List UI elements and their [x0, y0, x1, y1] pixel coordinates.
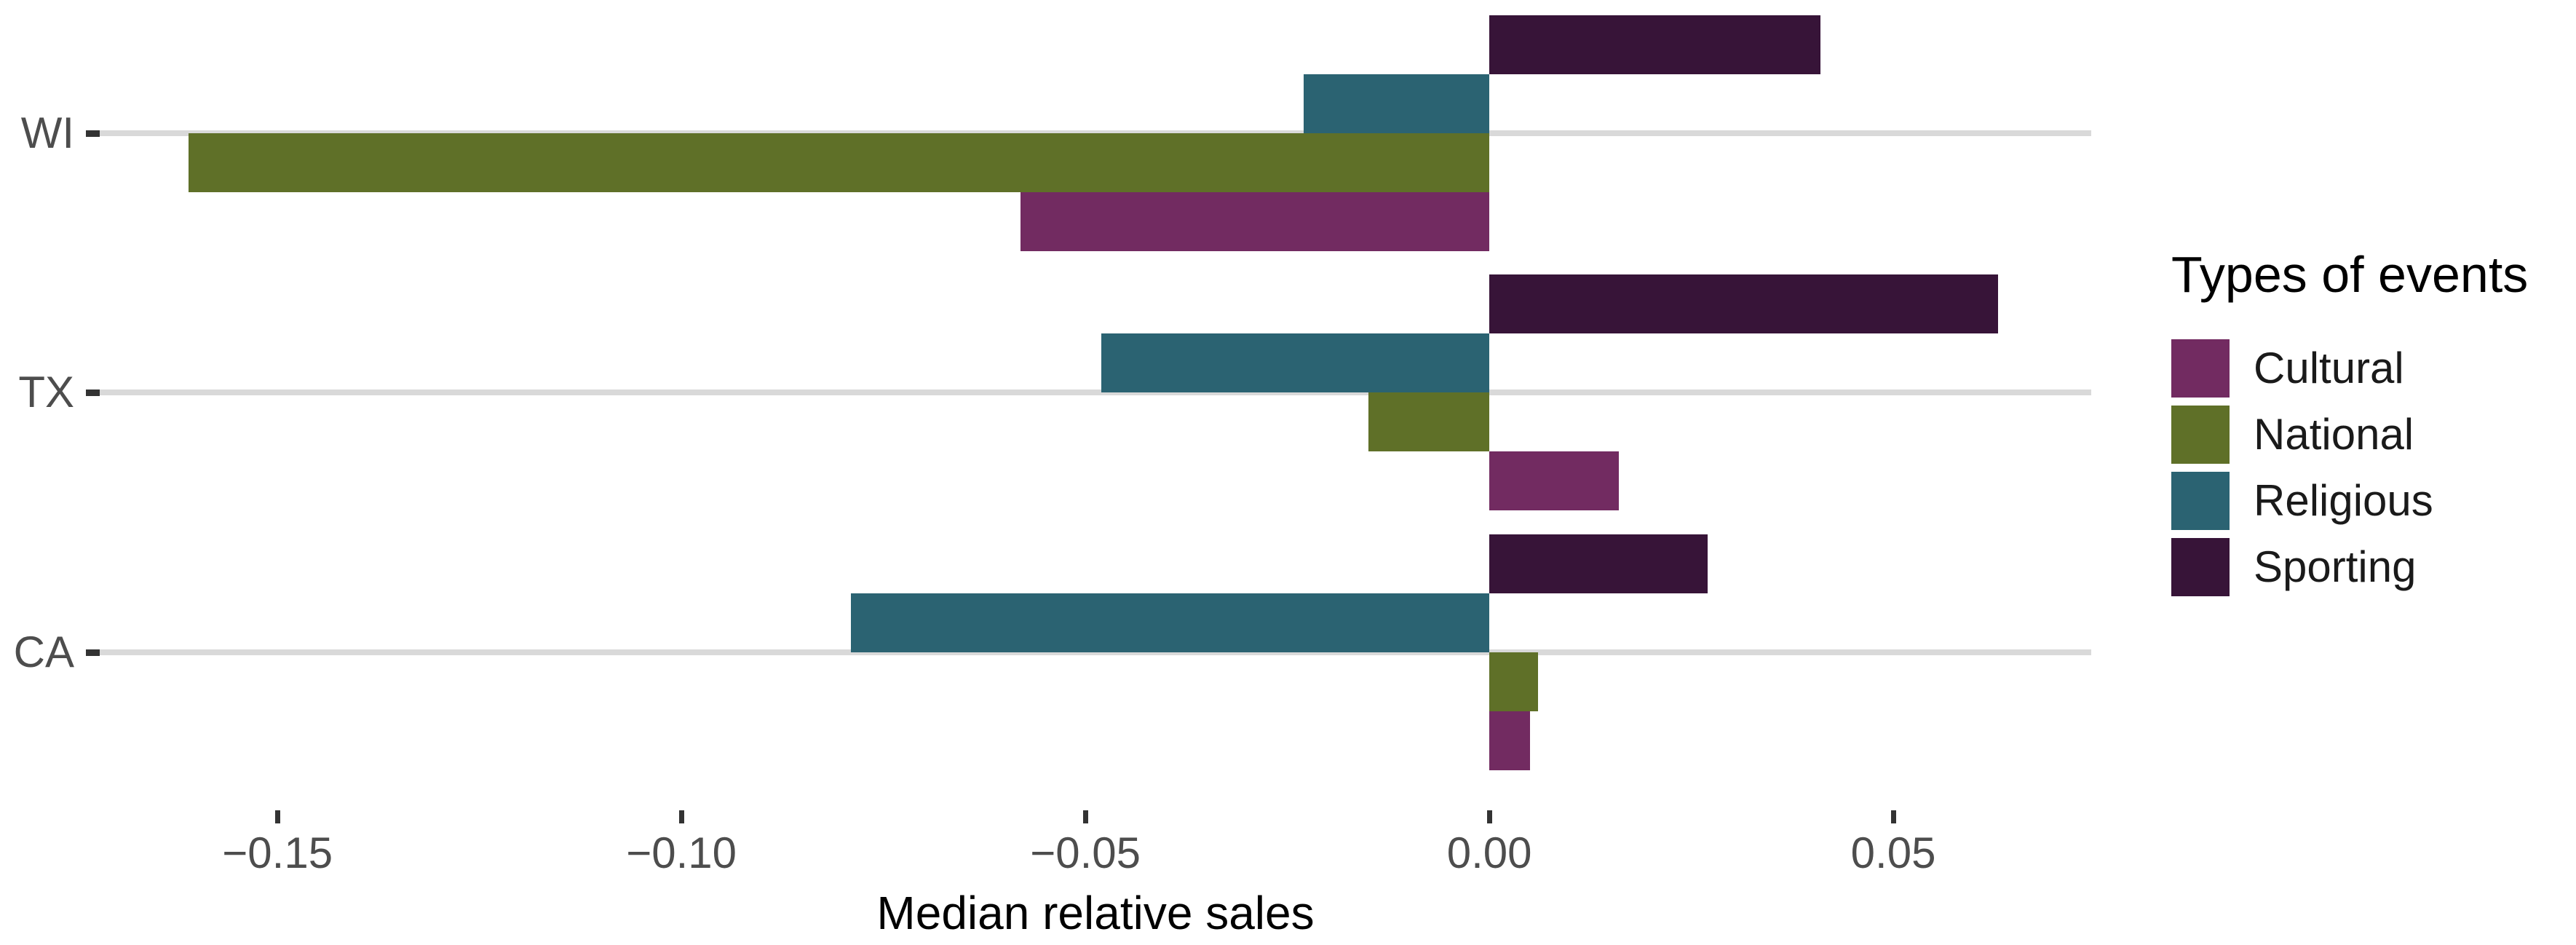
y-axis-label-wi: WI	[20, 108, 74, 157]
x-axis-tick-label-1: −0.10	[626, 829, 737, 877]
legend-label-national: National	[2254, 410, 2414, 459]
legend-item-cultural: Cultural	[2171, 339, 2528, 398]
legend-title: Types of events	[2171, 246, 2529, 303]
bar-tx-cultural	[1489, 451, 1619, 510]
x-axis-tick-1	[679, 810, 685, 823]
legend-label-cultural: Cultural	[2254, 344, 2404, 392]
x-axis-tick-label-0: −0.15	[222, 829, 333, 877]
bar-ca-religious	[851, 593, 1490, 652]
x-axis-tick-2	[1083, 810, 1089, 823]
x-axis-tick-label-3: 0.00	[1446, 829, 1532, 877]
bar-tx-national	[1368, 392, 1490, 451]
bar-ca-cultural	[1489, 711, 1530, 770]
legend-label-sporting: Sporting	[2254, 542, 2417, 591]
bar-ca-national	[1489, 652, 1538, 711]
bar-wi-religious	[1303, 74, 1490, 133]
legend-swatch-cultural	[2171, 339, 2230, 398]
bar-ca-sporting	[1489, 534, 1708, 593]
legend-item-religious: Religious	[2171, 472, 2528, 530]
gridline-ca	[100, 649, 2091, 655]
x-axis-tick-3	[1487, 810, 1493, 823]
legend-swatch-national	[2171, 406, 2230, 464]
legend-label-religious: Religious	[2254, 476, 2433, 525]
legend-swatch-sporting	[2171, 538, 2230, 596]
y-axis-tick-wi	[86, 130, 100, 137]
legend: Types of events Cultural National Religiou…	[2171, 248, 2528, 596]
x-axis-tick-label-4: 0.05	[1850, 829, 1936, 877]
legend-items: Cultural National Religious Sporting	[2171, 339, 2528, 596]
x-axis-title: Median relative sales	[876, 887, 1315, 939]
bar-tx-religious	[1101, 333, 1490, 392]
legend-item-national: National	[2171, 406, 2528, 464]
y-axis-label-ca: CA	[13, 628, 74, 676]
bar-wi-sporting	[1489, 15, 1821, 74]
y-axis-label-tx: TX	[18, 368, 74, 416]
bar-wi-cultural	[1021, 192, 1490, 251]
x-axis-tick-0	[275, 810, 281, 823]
y-axis-tick-tx	[86, 390, 100, 396]
bar-wi-national	[189, 133, 1490, 192]
gridline-tx	[100, 390, 2091, 395]
x-axis-tick-4	[1891, 810, 1897, 823]
legend-swatch-religious	[2171, 472, 2230, 530]
bar-tx-sporting	[1489, 274, 1999, 333]
y-axis-tick-ca	[86, 649, 100, 656]
legend-item-sporting: Sporting	[2171, 538, 2528, 596]
x-axis-tick-label-2: −0.05	[1030, 829, 1141, 877]
